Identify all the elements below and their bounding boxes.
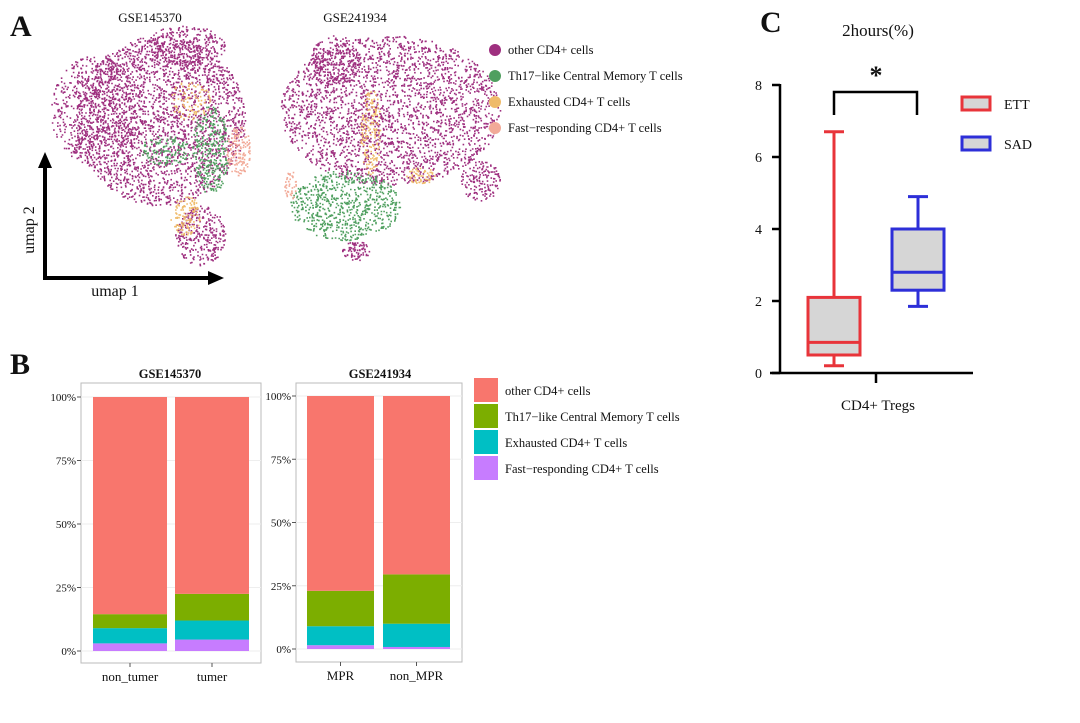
umap-point-cluster: [142, 136, 190, 166]
bar-segment: [307, 645, 374, 649]
y-tick-label: 8: [755, 79, 762, 94]
y-tick-label: 100%: [50, 392, 76, 404]
bar-segment: [93, 397, 167, 615]
legend-label: other CD4+ cells: [505, 384, 591, 398]
legend-label: Fast−responding CD4+ T cells: [505, 462, 659, 476]
bar-segment: [383, 646, 450, 649]
bar-segment: [175, 397, 249, 594]
umap-point-cluster: [290, 170, 402, 242]
umap2-arrowhead-icon: [38, 152, 52, 168]
y-tick-label: 0%: [276, 644, 291, 656]
legend-swatch: [960, 135, 992, 152]
legend-swatch: [474, 378, 498, 402]
umap-point-cluster: [342, 241, 371, 262]
iqr-box: [806, 295, 862, 357]
umap-point-cluster: [175, 205, 227, 267]
boxplot-title: 2hours(%): [842, 21, 914, 40]
panel-label-c: C: [760, 6, 782, 39]
bar-segment: [307, 590, 374, 627]
umap-point-cluster: [51, 56, 141, 166]
bar-segment: [307, 396, 374, 591]
umap-points: [51, 25, 502, 267]
umap-point-cluster: [460, 161, 501, 202]
bar-segment: [93, 643, 167, 651]
bar-facet: GSE145370 0% 25% 50% 75% 100% non_tumer tumer: [50, 367, 262, 684]
legend-swatch: [474, 430, 498, 454]
boxplot-xlabel: CD4+ Tregs: [841, 398, 915, 414]
legend-swatch: [474, 404, 498, 428]
y-tick-label: 0%: [61, 646, 76, 658]
x-tick-label: non_MPR: [390, 668, 444, 683]
bar-segment: [175, 639, 249, 651]
legend-swatch: [489, 70, 501, 82]
bar-segment: [175, 620, 249, 640]
umap-point-cluster: [280, 35, 502, 186]
umap-point-cluster: [76, 35, 247, 207]
y-tick-label: 75%: [271, 454, 291, 466]
y-tick-label: 2: [755, 295, 762, 310]
umap-facet-title-1: GSE145370: [118, 10, 182, 25]
umap-ylabel: umap 2: [21, 206, 38, 254]
legend-swatch: [960, 95, 992, 112]
legend-swatch: [489, 44, 501, 56]
bar-segment: [93, 628, 167, 644]
umap-point-cluster: [284, 171, 297, 200]
umap-point-cluster: [226, 126, 251, 177]
panel-label-b: B: [10, 348, 30, 381]
umap-point-cluster: [192, 106, 229, 193]
umap-panel: GSE145370 GSE241934 umap 1 umap 2 other …: [21, 10, 683, 300]
significance-star: *: [870, 61, 883, 90]
legend-label: ETT: [1004, 98, 1030, 113]
y-tick-label: 25%: [56, 583, 76, 595]
x-tick-label: tumer: [197, 669, 228, 684]
legend-label: Th17−like Central Memory T cells: [508, 69, 683, 83]
bar-segment: [175, 593, 249, 621]
umap-point-cluster: [406, 167, 436, 185]
y-tick-label: 75%: [56, 456, 76, 468]
bar-segment: [93, 614, 167, 629]
iqr-box: [890, 227, 946, 292]
legend-label: SAD: [1004, 138, 1032, 153]
legend-label: Th17−like Central Memory T cells: [505, 410, 680, 424]
bar-segment: [307, 626, 374, 646]
umap-facet-title-2: GSE241934: [323, 10, 387, 25]
legend-swatch: [489, 122, 501, 134]
y-tick-label: 0: [755, 367, 762, 382]
facet-title: GSE241934: [349, 367, 412, 381]
umap-point-cluster: [310, 35, 362, 86]
bar-segment: [383, 396, 450, 575]
y-tick-label: 100%: [265, 391, 291, 403]
umap-legend: other CD4+ cells Th17−like Central Memory…: [489, 43, 683, 135]
box-ett: [806, 130, 862, 368]
legend-label: Fast−responding CD4+ T cells: [508, 121, 662, 135]
bar-segment: [383, 623, 450, 647]
legend-swatch: [474, 456, 498, 480]
x-tick-label: MPR: [327, 668, 355, 683]
y-tick-label: 4: [755, 223, 762, 238]
y-tick-label: 25%: [271, 581, 291, 593]
umap-point-cluster: [360, 91, 382, 176]
bar-segment: [383, 574, 450, 624]
legend-swatch: [489, 96, 501, 108]
y-tick-label: 50%: [271, 518, 291, 530]
legend-label: other CD4+ cells: [508, 43, 594, 57]
boxplot-panel: 2hours(%) * CD4+ Tregs 0 2 4 6 8 ETT SAD: [755, 21, 1032, 414]
legend-label: Exhausted CD4+ T cells: [505, 436, 627, 450]
x-tick-label: non_tumer: [102, 669, 159, 684]
umap-xlabel: umap 1: [91, 283, 139, 300]
y-tick-label: 6: [755, 151, 762, 166]
facet-title: GSE145370: [139, 367, 202, 381]
umap-point-cluster: [146, 25, 226, 67]
panel-label-a: A: [10, 10, 32, 43]
stacked-bar-legend: other CD4+ cells Th17−like Central Memory…: [474, 378, 680, 480]
box-sad: [890, 195, 946, 308]
bar-facet: GSE241934 0% 25% 50% 75% 100% MPR non_MPR: [265, 367, 463, 683]
umap-point-cluster: [170, 196, 201, 236]
legend-label: Exhausted CD4+ T cells: [508, 95, 630, 109]
significance-bracket: [832, 90, 919, 115]
umap1-arrowhead-icon: [208, 271, 224, 285]
y-tick-label: 50%: [56, 519, 76, 531]
